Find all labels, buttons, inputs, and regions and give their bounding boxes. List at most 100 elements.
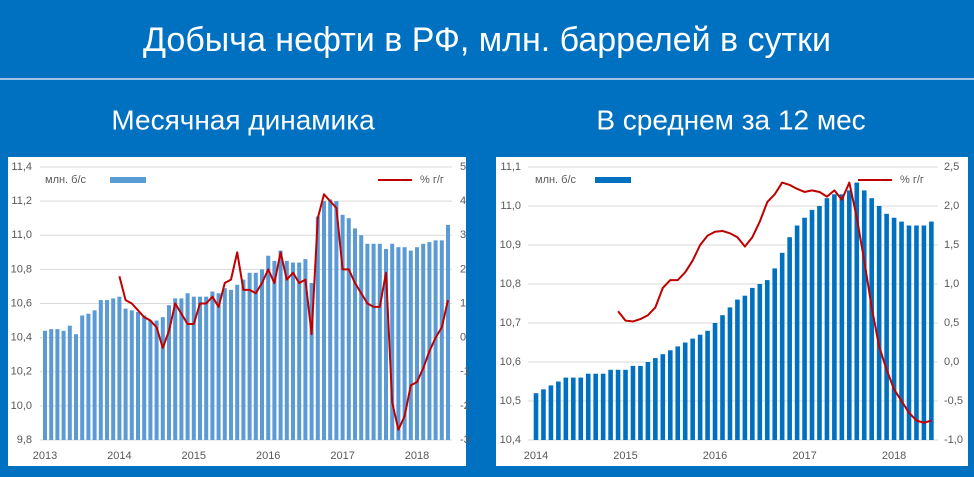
bar (154, 320, 159, 440)
bar (284, 260, 289, 440)
bar (86, 313, 91, 440)
bar (74, 334, 78, 440)
bar (638, 365, 643, 440)
bar (720, 315, 725, 440)
bar (906, 225, 912, 440)
bar (384, 248, 388, 440)
bar (914, 225, 919, 440)
x-tick-label: 2015 (182, 450, 206, 462)
bar (297, 262, 302, 440)
y-tick-label: 11,1 (500, 161, 521, 173)
legend-label: млн. б/с (535, 174, 577, 186)
y-tick-label: 2,0 (944, 200, 959, 212)
bar (630, 365, 636, 440)
y-tick-label: 10,4 (11, 332, 32, 344)
y-tick-label: 10,0 (11, 400, 32, 412)
y-tick-label: -1,0 (944, 434, 963, 446)
line (118, 193, 449, 431)
bar (727, 307, 733, 440)
y-tick-label: -1 (460, 366, 470, 378)
y-tick-label: 11,4 (11, 161, 32, 173)
slide-title: Добыча нефти в РФ, млн. баррелей в сутки (143, 21, 831, 59)
bar (204, 296, 209, 440)
bar (861, 190, 867, 440)
bar (921, 225, 927, 440)
bar (600, 373, 606, 440)
bar (49, 329, 54, 440)
bar (854, 182, 860, 440)
y-tick-label: 11,0 (500, 200, 521, 212)
bar (433, 240, 438, 440)
bar (173, 298, 178, 440)
bar (615, 369, 621, 440)
legend-label: % г/г (900, 174, 924, 186)
bar (750, 287, 755, 440)
bar (210, 291, 215, 440)
bar (291, 262, 295, 440)
bar (446, 225, 450, 440)
bar (705, 330, 710, 440)
y-tick-label: 10,8 (500, 278, 521, 290)
bar (105, 300, 109, 440)
y-tick-label: 10,6 (500, 356, 521, 368)
bar (61, 330, 66, 440)
x-tick-label: 2016 (703, 450, 727, 462)
x-tick-label: 2018 (405, 450, 429, 462)
y-tick-label: 2,5 (944, 161, 959, 173)
bar (216, 293, 221, 440)
bar (832, 194, 837, 440)
bar (794, 225, 800, 440)
bar (563, 377, 569, 440)
chart-title: Месячная динамика (111, 104, 375, 135)
legend-swatch (595, 177, 631, 183)
bar (585, 373, 591, 440)
x-tick-label: 2017 (792, 450, 816, 462)
bar (43, 330, 47, 440)
bar (247, 272, 252, 440)
bar (179, 298, 184, 440)
bar (359, 235, 364, 440)
y-tick-label: 10,7 (500, 317, 521, 329)
bar (322, 201, 326, 440)
y-tick-label: 0,5 (944, 317, 959, 329)
bar (421, 243, 426, 440)
bar (682, 342, 688, 440)
bar (129, 310, 134, 440)
y-tick-label: 1,5 (944, 239, 959, 251)
bar (80, 315, 85, 440)
x-tick-label: 2017 (330, 450, 354, 462)
bar (697, 334, 703, 440)
x-tick-label: 2018 (882, 450, 906, 462)
bar (764, 280, 770, 440)
bar (772, 268, 778, 440)
bar (222, 288, 227, 440)
x-tick-label: 2016 (256, 450, 280, 462)
bar (396, 247, 401, 440)
bar (779, 252, 785, 440)
bar (136, 312, 140, 440)
bar (260, 269, 264, 440)
bar (667, 350, 673, 440)
bar (757, 284, 763, 440)
y-tick-label: 9,8 (17, 434, 32, 446)
bar (241, 279, 246, 440)
bar (884, 213, 889, 440)
bar (578, 377, 584, 440)
bar (390, 243, 395, 440)
y-tick-label: 0 (460, 332, 466, 344)
y-tick-label: 1 (460, 297, 466, 309)
bar (735, 299, 740, 440)
x-tick-label: 2014 (524, 450, 548, 462)
bar (253, 272, 258, 440)
bar (533, 393, 539, 440)
bar (556, 381, 561, 440)
bar (191, 296, 196, 440)
bar (899, 221, 904, 440)
bar (160, 317, 165, 440)
bar (235, 284, 240, 440)
y-tick-label: 10,8 (11, 263, 32, 275)
separator (0, 78, 974, 80)
bar (439, 240, 444, 440)
bar (415, 247, 419, 440)
bar (653, 358, 658, 440)
